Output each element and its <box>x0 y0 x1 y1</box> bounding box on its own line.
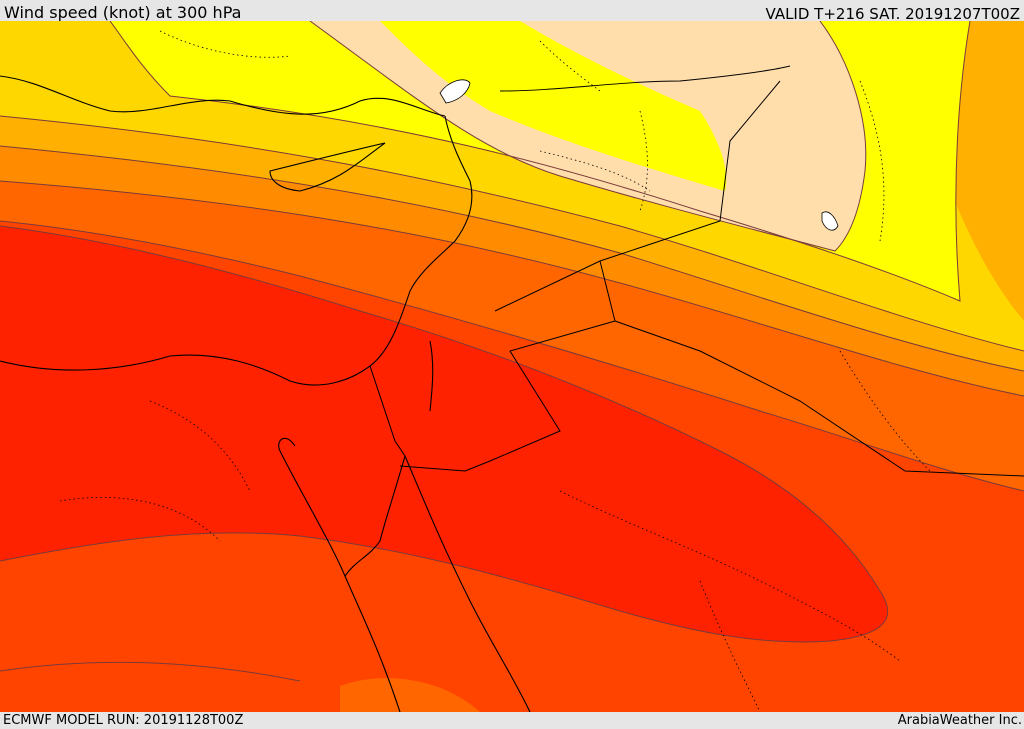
province-borders <box>59 30 931 712</box>
band-red-core <box>0 226 888 642</box>
credit-label: ArabiaWeather Inc. <box>897 713 1022 728</box>
lake-water <box>439 79 471 104</box>
map-title: Wind speed (knot) at 300 hPa <box>4 3 242 22</box>
model-run-label: ECMWF MODEL RUN: 20191128T00Z <box>3 713 244 728</box>
band-dark-orange <box>0 181 1024 491</box>
band-amber <box>0 116 1024 371</box>
coastlines <box>0 75 531 712</box>
band-dark-orange-south <box>340 678 480 712</box>
band-amber-east <box>860 21 1024 321</box>
band-yellow-inner <box>380 21 727 191</box>
valid-time-label: VALID T+216 SAT. 20191207T00Z <box>765 5 1020 23</box>
lake-water-east <box>821 211 839 231</box>
wind-speed-map <box>0 21 1024 712</box>
wind-contours <box>0 21 1024 682</box>
band-red-orange-south <box>0 662 300 712</box>
country-borders <box>369 65 1024 477</box>
